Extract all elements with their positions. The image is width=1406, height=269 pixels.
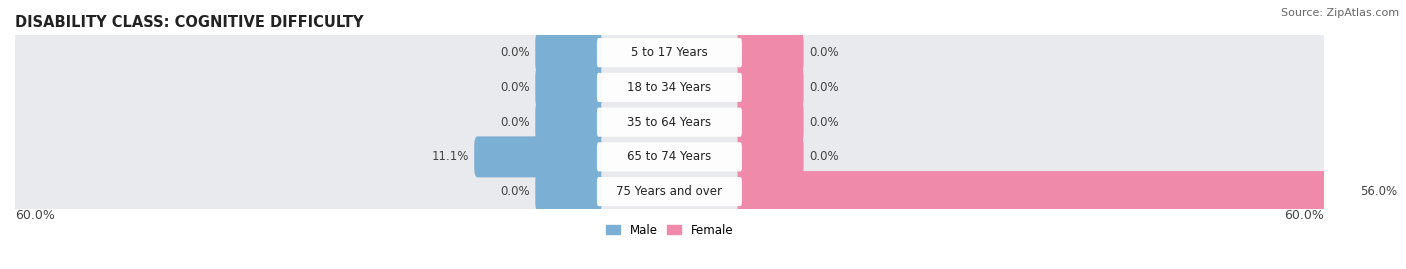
FancyBboxPatch shape — [598, 108, 742, 137]
FancyBboxPatch shape — [13, 100, 1326, 144]
FancyBboxPatch shape — [737, 136, 804, 177]
Text: 0.0%: 0.0% — [808, 116, 839, 129]
FancyBboxPatch shape — [737, 171, 1354, 212]
FancyBboxPatch shape — [598, 38, 742, 67]
Text: 56.0%: 56.0% — [1360, 185, 1398, 198]
Text: Source: ZipAtlas.com: Source: ZipAtlas.com — [1281, 8, 1399, 18]
Text: DISABILITY CLASS: COGNITIVE DIFFICULTY: DISABILITY CLASS: COGNITIVE DIFFICULTY — [15, 15, 364, 30]
FancyBboxPatch shape — [13, 169, 1326, 214]
Text: 0.0%: 0.0% — [501, 81, 530, 94]
FancyBboxPatch shape — [13, 65, 1326, 110]
FancyBboxPatch shape — [598, 177, 742, 206]
Text: 0.0%: 0.0% — [501, 116, 530, 129]
Text: 18 to 34 Years: 18 to 34 Years — [627, 81, 711, 94]
FancyBboxPatch shape — [737, 67, 804, 108]
Text: 65 to 74 Years: 65 to 74 Years — [627, 150, 711, 163]
FancyBboxPatch shape — [13, 30, 1326, 75]
Legend: Male, Female: Male, Female — [602, 219, 738, 241]
FancyBboxPatch shape — [13, 135, 1326, 179]
Text: 0.0%: 0.0% — [808, 150, 839, 163]
Text: 0.0%: 0.0% — [501, 46, 530, 59]
Text: 75 Years and over: 75 Years and over — [616, 185, 723, 198]
Text: 5 to 17 Years: 5 to 17 Years — [631, 46, 707, 59]
Text: 0.0%: 0.0% — [808, 81, 839, 94]
FancyBboxPatch shape — [536, 102, 602, 143]
FancyBboxPatch shape — [474, 136, 602, 177]
FancyBboxPatch shape — [598, 142, 742, 171]
Text: 60.0%: 60.0% — [1284, 209, 1324, 222]
Text: 0.0%: 0.0% — [501, 185, 530, 198]
Text: 11.1%: 11.1% — [432, 150, 468, 163]
Text: 0.0%: 0.0% — [808, 46, 839, 59]
FancyBboxPatch shape — [737, 102, 804, 143]
Text: 60.0%: 60.0% — [15, 209, 55, 222]
FancyBboxPatch shape — [536, 67, 602, 108]
FancyBboxPatch shape — [536, 32, 602, 73]
FancyBboxPatch shape — [598, 73, 742, 102]
Text: 35 to 64 Years: 35 to 64 Years — [627, 116, 711, 129]
FancyBboxPatch shape — [536, 171, 602, 212]
FancyBboxPatch shape — [737, 32, 804, 73]
